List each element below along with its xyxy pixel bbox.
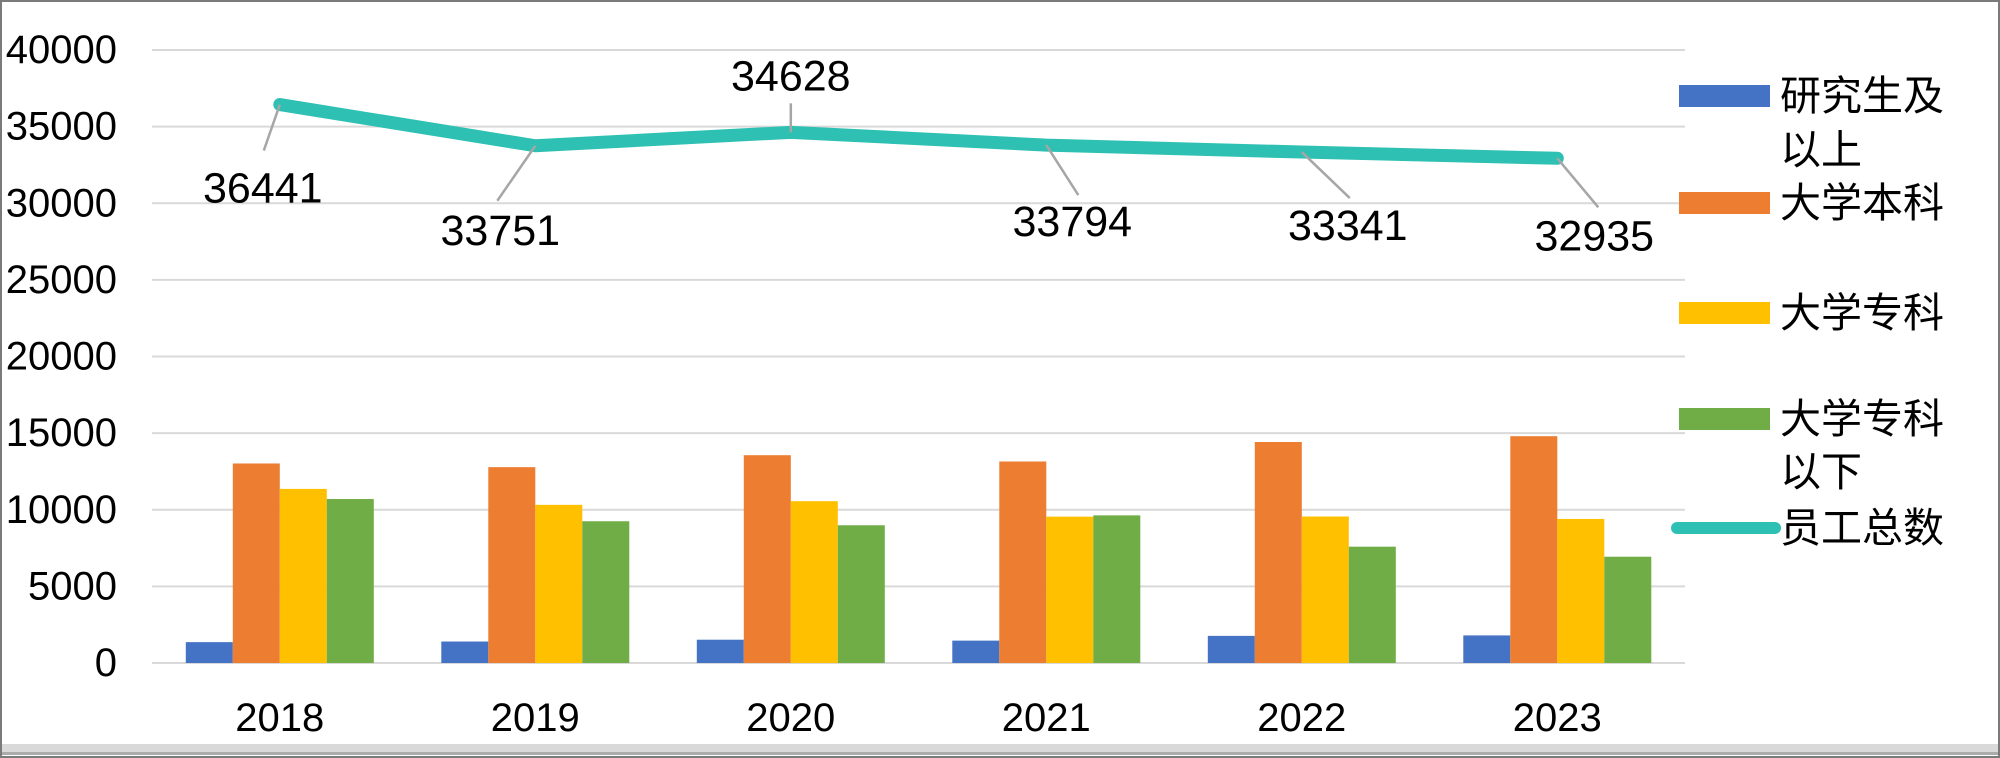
data-label-2021: 33794: [1013, 198, 1133, 246]
bottom-strip: [2, 744, 1998, 754]
data-label-2019: 33751: [441, 207, 561, 255]
legend-label: 研究生及: [1780, 73, 1944, 119]
bar-大学专科以下-2019[interactable]: [582, 521, 630, 663]
legend-item-大学专科[interactable]: 大学专科: [1679, 290, 1944, 336]
bar-大学专科以下-2023[interactable]: [1604, 556, 1652, 663]
bottom-strip-edge: [2, 752, 1998, 755]
data-label-leader-line: [1045, 144, 1080, 196]
bar-大学本科-2018[interactable]: [232, 463, 280, 663]
x-axis-label-2023: 2023: [1513, 696, 1602, 740]
data-label-leader-line: [496, 145, 537, 202]
y-axis-tick-label: 0: [95, 641, 117, 685]
data-label-leader-line: [262, 104, 281, 151]
legend-swatch-大学专科以下[interactable]: [1679, 408, 1770, 430]
y-axis-tick-label: 35000: [6, 105, 117, 149]
bar-研究生及以上-2019[interactable]: [441, 641, 489, 663]
bar-大学专科-2018[interactable]: [279, 488, 327, 663]
bar-大学本科-2019[interactable]: [488, 467, 536, 663]
total-employees-line[interactable]: [273, 98, 1564, 165]
bar-大学专科-2021[interactable]: [1046, 516, 1094, 663]
bar-研究生及以上-2020[interactable]: [696, 639, 744, 663]
data-label-leader-line: [1556, 157, 1600, 209]
bar-大学专科-2022[interactable]: [1301, 516, 1349, 663]
legend-label: 员工总数: [1780, 505, 1944, 551]
y-axis-tick-label: 15000: [6, 411, 117, 455]
bar-研究生及以上-2023[interactable]: [1463, 635, 1511, 663]
legend-swatch-研究生及以上[interactable]: [1679, 85, 1770, 107]
bar-研究生及以上-2021[interactable]: [952, 640, 1000, 663]
legend-item-大学本科[interactable]: 大学本科: [1679, 180, 1944, 226]
y-axis-tick-label: 30000: [6, 181, 117, 225]
x-axis-label-2019: 2019: [491, 696, 580, 740]
bar-大学专科以下-2022[interactable]: [1348, 546, 1396, 663]
y-axis-tick-label: 40000: [6, 28, 117, 72]
bar-大学本科-2020[interactable]: [743, 455, 791, 663]
data-label-2020: 34628: [731, 52, 851, 100]
legend-label: 大学专科: [1780, 396, 1944, 442]
y-axis-tick-label: 5000: [28, 564, 117, 608]
legend-item-员工总数[interactable]: 员工总数: [1671, 505, 1944, 551]
data-label-2023: 32935: [1535, 212, 1655, 260]
legend-label: 大学专科: [1780, 290, 1944, 336]
bar-大学本科-2022[interactable]: [1254, 442, 1302, 663]
bar-大学专科-2023[interactable]: [1557, 518, 1605, 663]
data-label-2018: 36441: [203, 165, 323, 213]
bar-大学专科以下-2018[interactable]: [326, 499, 374, 663]
y-axis-tick-label: 20000: [6, 335, 117, 379]
bar-大学专科以下-2021[interactable]: [1093, 515, 1141, 663]
bar-大学专科-2019[interactable]: [535, 504, 583, 663]
y-axis-tick-label: 10000: [6, 488, 117, 532]
data-label-leader-line: [1300, 151, 1351, 199]
x-axis-label-2022: 2022: [1257, 696, 1346, 740]
x-axis-label-2021: 2021: [1002, 696, 1091, 740]
x-axis-label-2020: 2020: [746, 696, 835, 740]
legend-label: 大学本科: [1780, 180, 1944, 226]
legend-swatch-大学本科[interactable]: [1679, 192, 1770, 214]
data-label-2022: 33341: [1288, 202, 1408, 250]
x-axis-label-2018: 2018: [235, 696, 324, 740]
bar-研究生及以上-2022[interactable]: [1207, 635, 1255, 663]
bar-大学本科-2021[interactable]: [999, 461, 1047, 663]
bar-大学专科以下-2020[interactable]: [837, 525, 885, 663]
legend-label: 以下: [1780, 449, 1862, 495]
legend-label: 以上: [1780, 127, 1862, 173]
legend-swatch-大学专科[interactable]: [1679, 302, 1770, 324]
bar-大学本科-2023[interactable]: [1510, 436, 1558, 663]
bar-研究生及以上-2018[interactable]: [185, 642, 233, 663]
bar-大学专科-2020[interactable]: [790, 501, 838, 663]
y-axis-tick-label: 25000: [6, 258, 117, 302]
